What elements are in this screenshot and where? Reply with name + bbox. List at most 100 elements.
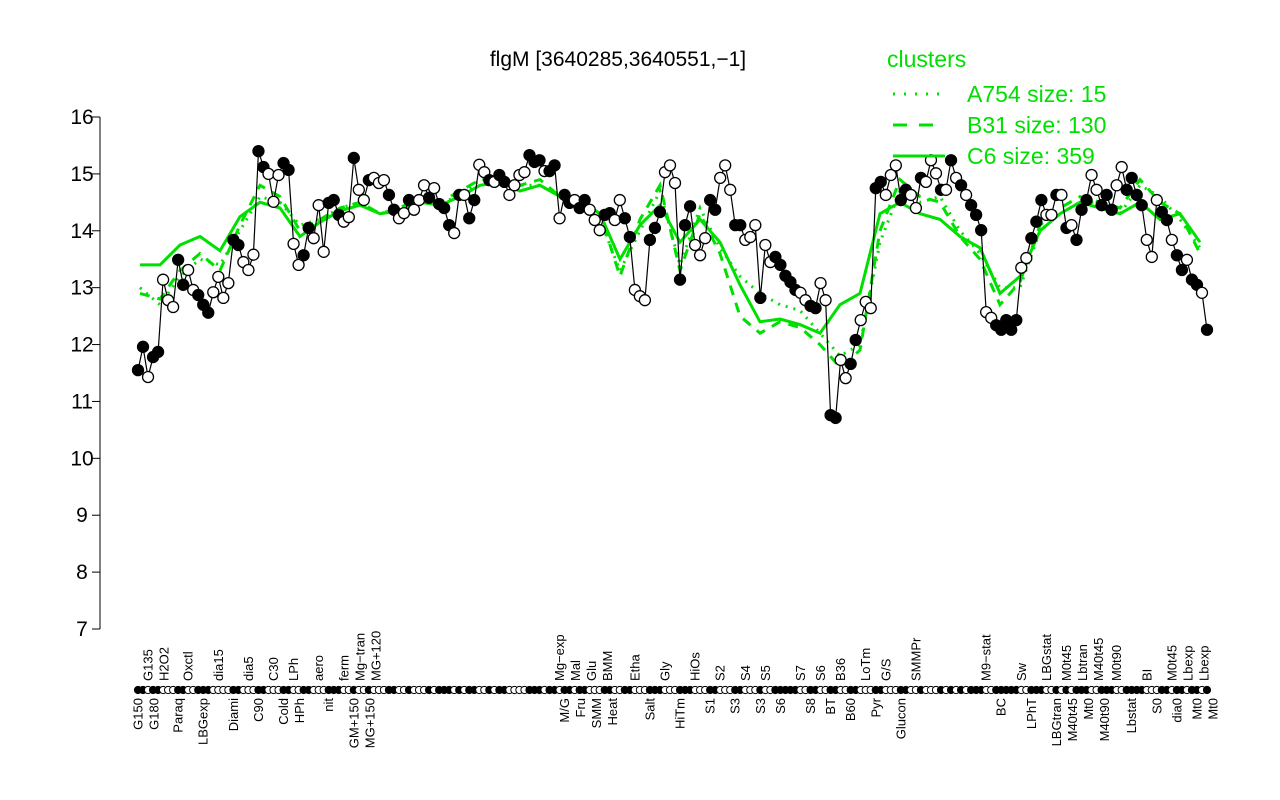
x-tick-label: S0 (1149, 698, 1164, 714)
x-tick-label: G180 (147, 698, 162, 730)
data-point (939, 183, 953, 196)
expression-profile (131, 144, 1214, 425)
x-tick-label: S4 (738, 665, 753, 681)
data-point (1175, 263, 1189, 277)
data-point (1010, 313, 1023, 327)
data-point (267, 195, 280, 208)
data-point (969, 208, 983, 221)
data-point (1095, 199, 1108, 212)
data-point (874, 175, 887, 189)
data-point (427, 181, 441, 195)
x-tick-label: BT (823, 698, 838, 715)
data-point (1195, 286, 1209, 299)
data-point (1005, 323, 1018, 336)
data-point (217, 291, 230, 305)
data-point (533, 154, 546, 167)
data-point (1125, 171, 1138, 185)
data-point (683, 200, 697, 213)
data-point (1055, 188, 1068, 202)
x-tick-label: LPhT (1024, 698, 1039, 729)
x-tick-label: BMM (600, 651, 615, 681)
x-tick-label: Diami (226, 698, 241, 731)
x-tick-label: MG+150 (362, 698, 377, 748)
x-tick-label: S3 (753, 698, 768, 714)
x-tick-label: BI (1139, 669, 1154, 681)
rug-marker (1202, 685, 1212, 695)
x-tick-label: B36 (833, 658, 848, 681)
legend-entry-a754: A754 size: 15 (967, 81, 1106, 107)
data-point (342, 210, 355, 224)
x-tick-label: HiOs (688, 652, 703, 681)
data-point (1150, 193, 1163, 207)
data-point (302, 221, 315, 235)
data-point (749, 218, 762, 232)
data-point (954, 179, 968, 192)
x-tick-label: S5 (758, 665, 773, 681)
data-point (698, 232, 712, 245)
x-tick-label: Lbexp (1196, 646, 1211, 681)
data-point (131, 364, 145, 377)
data-point (864, 301, 877, 315)
x-tick-label: Salt (642, 698, 657, 721)
x-tick-label: GM+150 (346, 698, 361, 748)
data-point (1070, 233, 1083, 247)
data-point (849, 333, 862, 347)
x-tick-label: M0t45 (1059, 645, 1074, 681)
x-tick-label: Pyr (868, 697, 883, 717)
data-point (919, 175, 933, 189)
y-axis: 7 8 9 10 11 12 13 14 15 16 (70, 106, 101, 641)
x-tick-label: Mt0 (1206, 698, 1221, 720)
data-point (347, 151, 360, 165)
x-tick-label: C30 (266, 657, 281, 681)
data-point (1100, 188, 1113, 202)
legend-title: clusters (887, 46, 966, 72)
data-point (975, 224, 988, 237)
data-point (884, 168, 897, 182)
data-point (1080, 193, 1093, 207)
data-point (618, 212, 631, 225)
data-point (1065, 218, 1078, 232)
x-tick-label: Oxctl (181, 651, 196, 681)
x-tick-label: S6 (813, 665, 828, 681)
data-point (1135, 199, 1148, 212)
data-point (678, 218, 692, 232)
data-point (357, 193, 370, 207)
x-tick-label: Mal (568, 660, 583, 681)
data-point (1130, 188, 1143, 202)
x-tick-label: SMMPr (908, 637, 923, 681)
data-point (317, 245, 330, 258)
data-point (1045, 208, 1058, 221)
condition-rug (133, 685, 1212, 695)
y-tick-label: 12 (70, 334, 93, 357)
x-tick-label: dia0 (1169, 698, 1184, 723)
data-point (156, 273, 170, 286)
data-point (964, 199, 978, 212)
data-point (166, 300, 180, 314)
data-point (663, 159, 677, 172)
x-tick-label: S1 (703, 698, 718, 714)
data-point (703, 193, 717, 207)
data-point (1025, 232, 1038, 245)
data-point (814, 276, 827, 290)
x-tick-label: dia15 (211, 649, 226, 681)
data-point (638, 294, 652, 307)
data-point (1120, 183, 1133, 196)
data-point (719, 159, 732, 172)
data-point (724, 183, 737, 196)
data-point (508, 179, 521, 192)
y-tick-label: 7 (76, 618, 88, 641)
x-tick-label: S7 (793, 665, 808, 681)
data-point (412, 193, 426, 207)
data-point (177, 278, 190, 291)
x-tick-label: G150 (131, 698, 146, 730)
data-point (904, 188, 918, 202)
data-point (648, 221, 662, 235)
data-point (207, 286, 220, 299)
data-point (844, 357, 857, 371)
cluster-line-dotted (139, 178, 1202, 358)
x-tick-label: Fru (573, 698, 588, 718)
x-tick-label: Glucon (893, 698, 908, 739)
x-tick-label: S3 (728, 698, 743, 714)
x-tick-label: B60 (843, 698, 858, 721)
